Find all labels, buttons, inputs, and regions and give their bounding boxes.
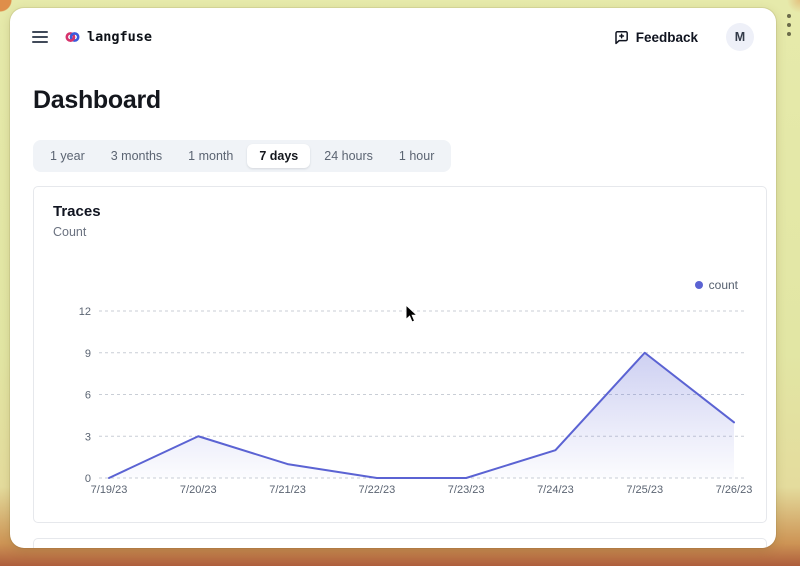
frame-dot [787,32,791,36]
tab-1-month[interactable]: 1 month [176,144,245,168]
svg-text:7/23/23: 7/23/23 [448,484,485,496]
feedback-button[interactable]: Feedback [606,24,706,51]
brand-logo[interactable]: langfuse [65,29,152,45]
traces-card: Traces Count count 0 3 6 9 12 7/19/23 7/20/23 7… [33,186,767,523]
chart-legend: count [694,278,738,292]
next-card-partial [33,538,767,548]
svg-text:7/22/23: 7/22/23 [359,484,396,496]
legend-label: count [708,278,738,292]
tab-1-hour[interactable]: 1 hour [387,144,446,168]
knot-logo-icon [65,30,80,44]
app-window: langfuse Feedback M Dashboard 1 year 3 m… [10,8,776,548]
page-title: Dashboard [33,86,161,114]
svg-text:7/19/23: 7/19/23 [91,484,128,496]
card-title: Traces [53,203,101,220]
tab-1-year[interactable]: 1 year [38,144,97,168]
svg-text:7/24/23: 7/24/23 [537,484,574,496]
message-square-plus-icon [614,30,629,45]
svg-text:6: 6 [85,390,91,402]
legend-dot [694,281,703,289]
menu-icon[interactable] [32,31,48,43]
top-bar: langfuse Feedback M [10,8,776,66]
brand-name: langfuse [87,29,153,45]
tab-7-days[interactable]: 7 days [247,144,311,168]
svg-text:3: 3 [85,431,91,443]
feedback-label: Feedback [635,29,698,45]
user-avatar[interactable]: M [726,23,754,51]
svg-text:0: 0 [85,473,91,485]
svg-text:7/25/23: 7/25/23 [626,484,663,496]
frame-dot [787,23,791,27]
svg-text:12: 12 [79,306,91,318]
frame-dot [787,14,791,18]
traces-area-chart: 0 3 6 9 12 7/19/23 7/20/23 7/21/23 7/22/23 7/23/2… [44,287,758,517]
svg-text:7/20/23: 7/20/23 [180,484,217,496]
time-range-tabs: 1 year 3 months 1 month 7 days 24 hours … [33,140,452,172]
tab-3-months[interactable]: 3 months [99,144,174,168]
svg-text:7/26/23: 7/26/23 [716,484,753,496]
svg-text:9: 9 [85,348,91,360]
tab-24-hours[interactable]: 24 hours [312,144,385,168]
card-subtitle: Count [53,225,87,239]
svg-text:7/21/23: 7/21/23 [269,484,306,496]
